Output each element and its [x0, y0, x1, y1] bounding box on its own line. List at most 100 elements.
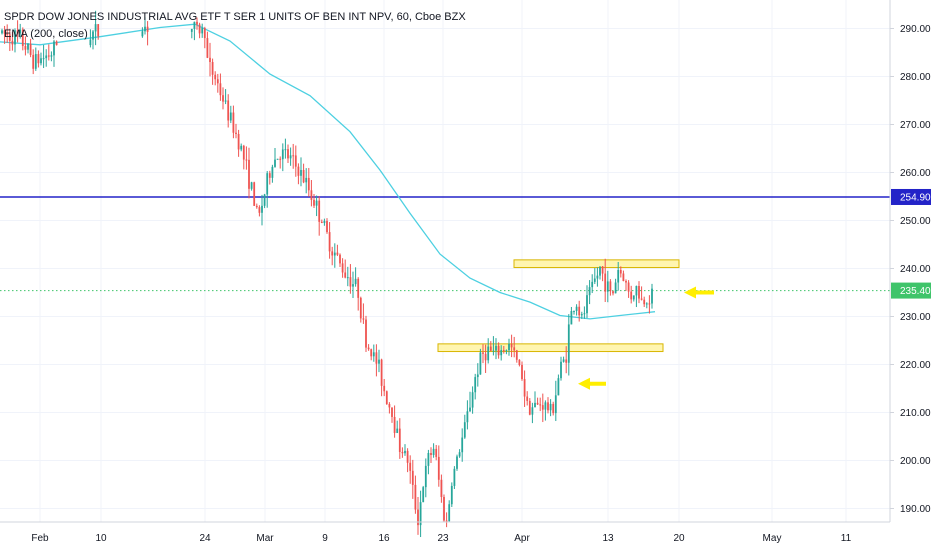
ema-line-layer — [0, 23, 656, 320]
candle-body — [619, 269, 622, 274]
x-tick-label: Feb — [31, 533, 49, 544]
candle-body — [456, 456, 458, 469]
candle-body — [305, 177, 308, 183]
horizontal-lines — [0, 196, 890, 292]
candle-body — [385, 391, 388, 405]
candle-body — [609, 281, 612, 292]
candle-body — [414, 484, 417, 510]
candle-body — [476, 374, 479, 378]
candle-body — [617, 269, 620, 283]
candle-body — [487, 346, 490, 361]
candle-body — [534, 402, 536, 408]
candle-body — [89, 39, 92, 46]
candle-body — [557, 378, 560, 396]
candle-body — [469, 407, 471, 412]
candle-body — [445, 520, 448, 522]
candle-body — [575, 306, 578, 311]
candle-body — [521, 364, 523, 380]
candle-body — [383, 385, 386, 392]
candle-body — [375, 352, 378, 364]
candle-body — [614, 282, 617, 294]
candle-body — [586, 295, 588, 314]
candle-body — [404, 450, 406, 454]
candle-body — [248, 159, 250, 189]
candle-body — [372, 352, 375, 357]
candle-body — [461, 437, 464, 453]
candle-body — [318, 200, 321, 222]
candle-body — [42, 58, 45, 60]
candle-body — [422, 487, 425, 503]
candle-body — [263, 194, 266, 206]
candle-body — [339, 254, 341, 264]
candle-body — [651, 288, 653, 304]
candle-body — [440, 479, 443, 497]
candle-body — [209, 57, 211, 63]
left-arrow — [684, 286, 714, 299]
candle-body — [578, 306, 581, 316]
candle-body — [632, 295, 635, 300]
candle-body — [320, 221, 323, 223]
candle-body — [640, 298, 643, 300]
indicator-legend: EMA (200, close) — [4, 28, 88, 40]
candle-body — [55, 41, 58, 46]
candle-body — [276, 158, 279, 160]
candle-body — [211, 62, 214, 75]
candle-body — [216, 79, 219, 84]
candle-body — [235, 132, 237, 134]
y-tick-label: 220.00 — [900, 360, 931, 371]
candle-body — [489, 346, 492, 351]
candle-body — [560, 361, 562, 379]
candle-body — [417, 509, 419, 526]
x-tick-label: Apr — [514, 533, 530, 544]
y-tick-label: 270.00 — [900, 120, 931, 131]
candle-body — [495, 345, 497, 351]
candle-body — [315, 200, 318, 206]
y-tick-label: 280.00 — [900, 72, 931, 83]
candle-body — [47, 55, 50, 57]
ema-line — [0, 23, 656, 320]
candle-body — [300, 170, 302, 176]
candle-body — [424, 465, 427, 488]
candle-body — [19, 29, 22, 34]
candle-body — [437, 456, 440, 480]
candle-body — [146, 26, 149, 32]
candle-body — [279, 158, 282, 160]
candle-body — [427, 453, 430, 466]
candle-body — [219, 83, 222, 96]
candle-body — [237, 133, 240, 150]
candle-body — [523, 379, 526, 397]
y-tick-label: 210.00 — [900, 408, 931, 419]
candle-body — [549, 403, 552, 411]
resistance-price-tag — [891, 188, 931, 205]
candle-body — [326, 220, 328, 233]
candle-body — [336, 252, 339, 255]
candle-body — [50, 55, 53, 57]
candle-body — [222, 95, 224, 102]
arrows — [578, 286, 714, 390]
candle-body — [544, 402, 547, 410]
candle-body — [622, 273, 625, 281]
candle-body — [203, 28, 206, 39]
candle-body — [450, 485, 453, 505]
candle-body — [547, 402, 549, 411]
candle-body — [242, 145, 245, 160]
candle-body — [1, 30, 3, 34]
candle-body — [250, 182, 253, 189]
y-tick-label: 250.00 — [900, 216, 931, 227]
candle-body — [583, 313, 586, 315]
candle-body — [16, 30, 19, 34]
candle-body — [479, 352, 482, 375]
candle-body — [401, 451, 404, 454]
candle-body — [214, 74, 217, 80]
candle-body — [378, 359, 380, 364]
candle-body — [97, 24, 100, 37]
y-tick-label: 200.00 — [900, 456, 931, 467]
price-zone — [437, 343, 664, 353]
candle-body — [500, 350, 503, 356]
candle-body — [580, 314, 583, 316]
candle-body — [229, 112, 232, 121]
support-resistance-zones — [437, 259, 680, 353]
candle-body — [380, 359, 383, 386]
candle-body — [253, 182, 256, 206]
